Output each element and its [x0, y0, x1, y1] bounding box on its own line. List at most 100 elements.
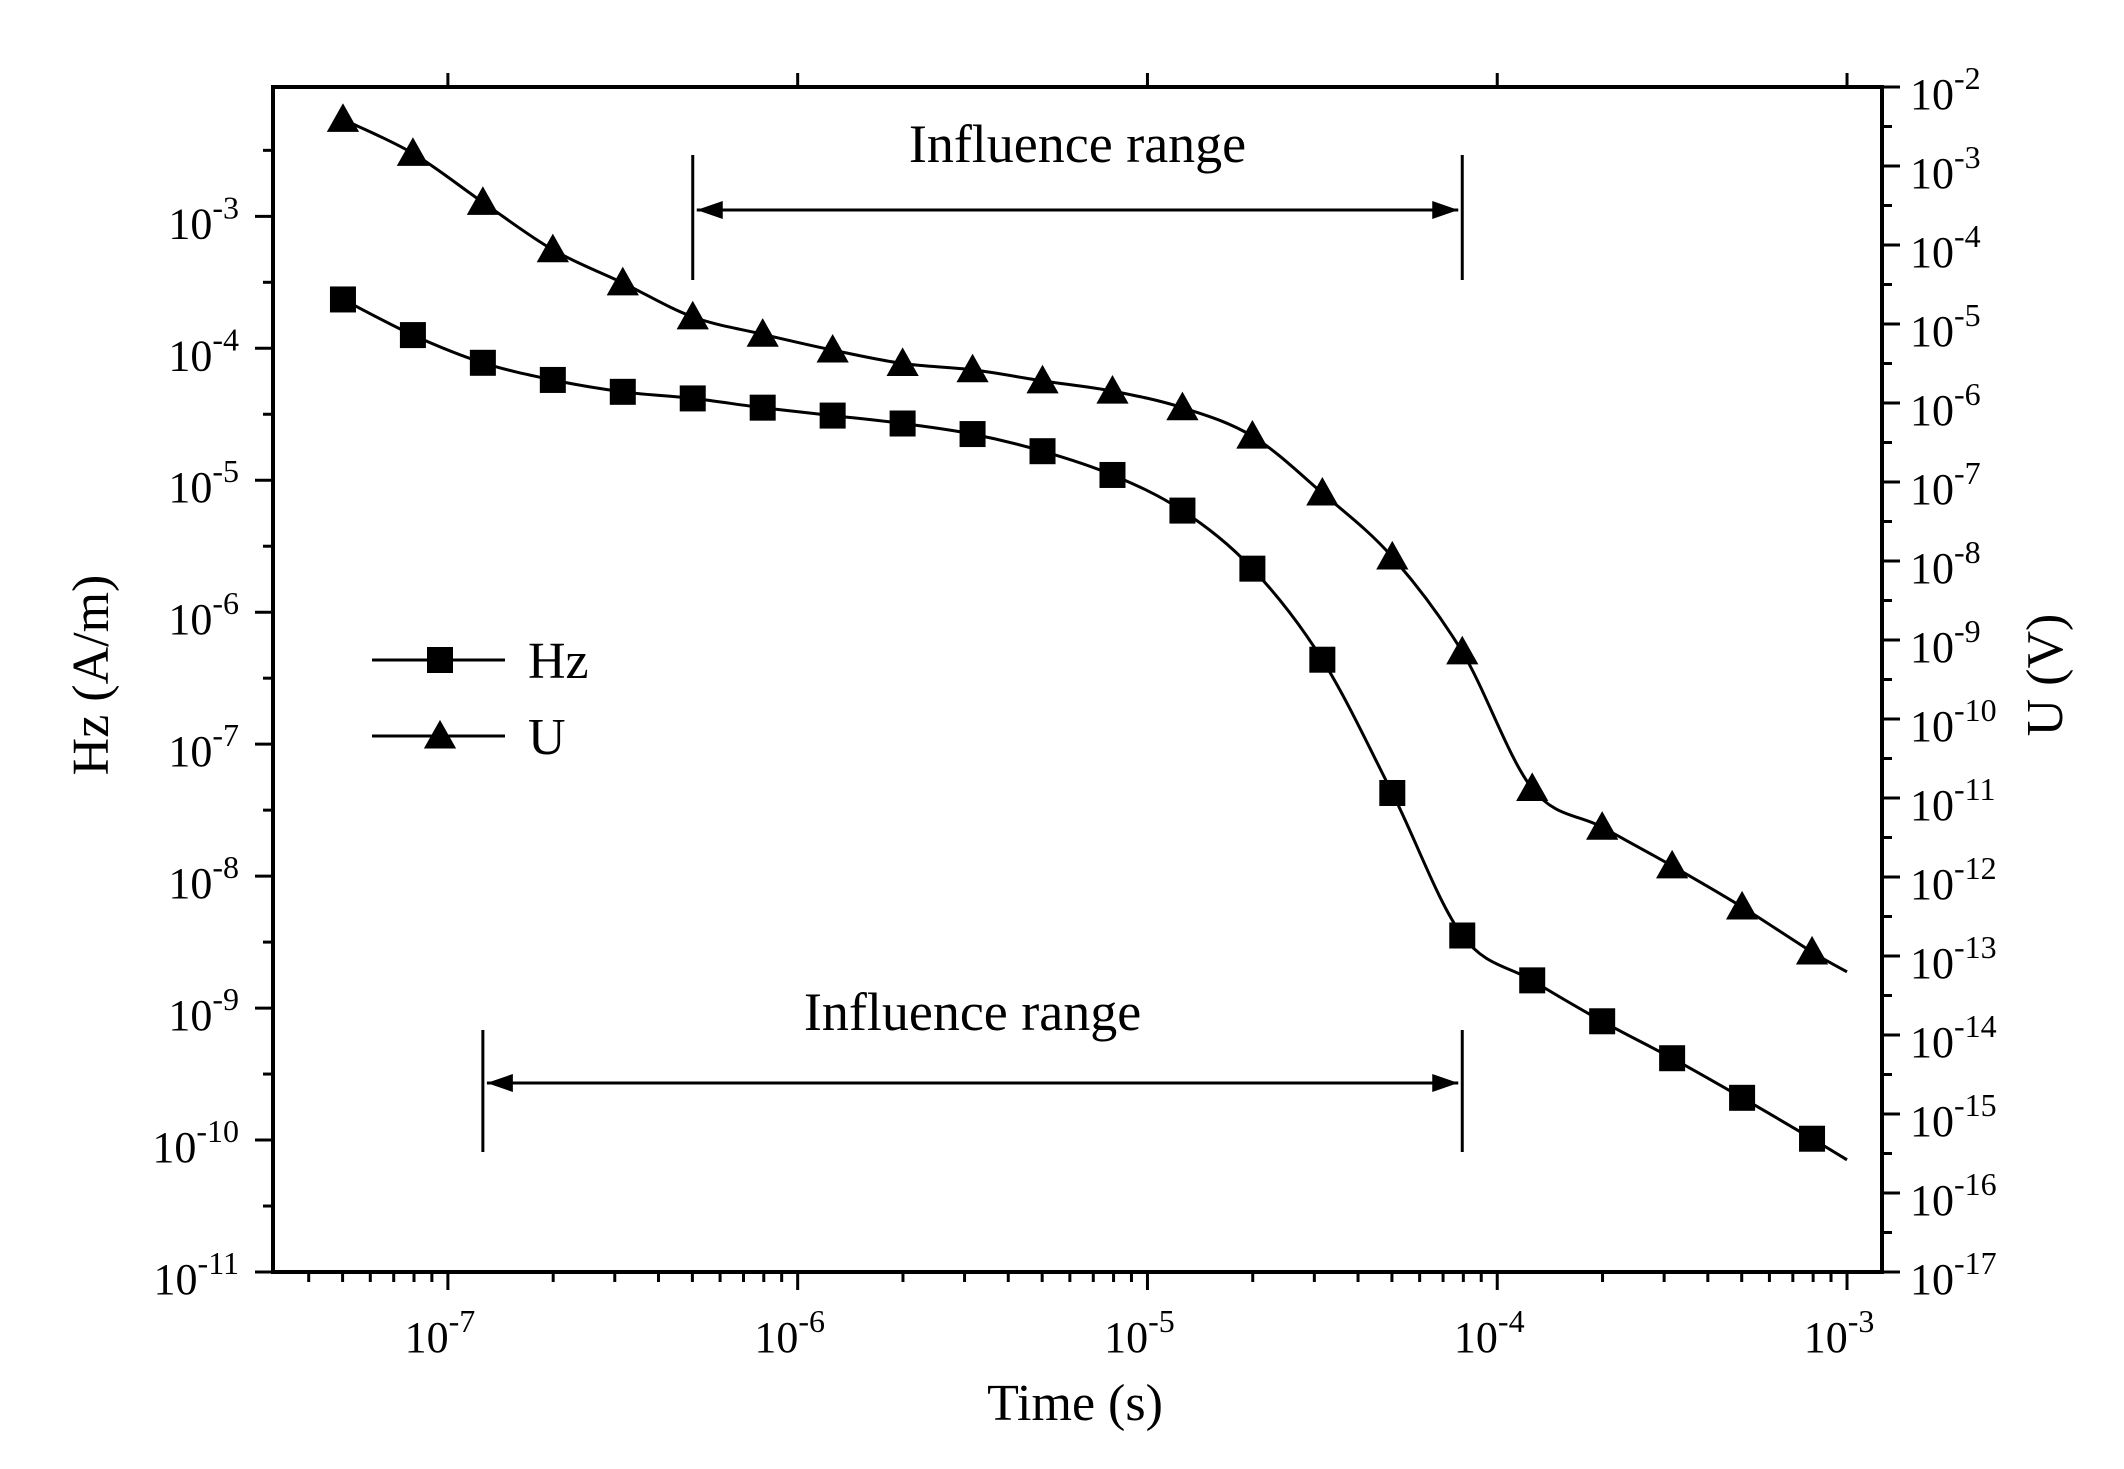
- data-point-hz: [329, 286, 356, 313]
- influence-range-label: Influence range: [804, 982, 1141, 1042]
- y-tick-label: 10-3: [168, 189, 239, 248]
- y2-tick-label: 10-4: [1910, 218, 1981, 277]
- data-point-u: [1166, 391, 1199, 421]
- y2-tick-label-base: 10: [1910, 228, 1954, 277]
- y-tick-label-exponent: -11: [198, 1245, 239, 1281]
- y2-tick-label: 10-6: [1910, 376, 1981, 435]
- data-point-u: [396, 137, 430, 166]
- y-tick-label-exponent: -7: [212, 717, 239, 753]
- y-tick-label: 10-4: [168, 321, 239, 380]
- y2-tick-label-exponent: -5: [1954, 297, 1981, 333]
- data-point-hz: [1659, 1045, 1686, 1072]
- x-tick-label-exponent: -7: [449, 1303, 476, 1339]
- data-point-u: [956, 353, 989, 383]
- data-point-hz: [959, 421, 986, 448]
- y2-tick-label-base: 10: [1910, 465, 1954, 514]
- y2-tick-label-exponent: -10: [1954, 692, 1997, 728]
- y-tick-label-exponent: -5: [212, 453, 239, 489]
- y-tick-label-base: 10: [154, 1255, 198, 1304]
- range-arrowhead-left: [696, 201, 723, 219]
- x-tick-label-base: 10: [1104, 1313, 1148, 1362]
- data-point-hz: [399, 322, 426, 349]
- data-point-u: [466, 186, 499, 215]
- data-point-hz: [1239, 555, 1266, 582]
- x-tick-label-exponent: -3: [1848, 1303, 1875, 1339]
- y-tick-label: 10-7: [168, 717, 239, 776]
- legend-label: U: [528, 709, 566, 766]
- data-point-hz: [539, 366, 566, 393]
- y-tick-label-base: 10: [168, 727, 212, 776]
- data-point-hz: [1029, 438, 1056, 465]
- y2-tick-label: 10-9: [1910, 613, 1981, 672]
- x-tick-label-base: 10: [1804, 1313, 1848, 1362]
- y2-axis-title: U (V): [2017, 614, 2074, 737]
- y2-tick-label: 10-14: [1910, 1008, 1997, 1067]
- y2-tick-label: 10-2: [1910, 60, 1981, 119]
- influence-range-label: Influence range: [909, 114, 1246, 174]
- x-tick-label-base: 10: [405, 1313, 449, 1362]
- y2-tick-label: 10-5: [1910, 297, 1981, 356]
- data-point-u: [1376, 540, 1409, 570]
- data-point-hz: [609, 378, 636, 405]
- y-tick-label-base: 10: [168, 199, 212, 248]
- series-hz: [329, 286, 1848, 1162]
- data-point-hz: [1169, 497, 1196, 524]
- y-tick-label-base: 10: [152, 1123, 196, 1172]
- y-tick-label-exponent: -4: [212, 321, 239, 357]
- data-point-u: [816, 333, 849, 363]
- plot-border: [271, 85, 1884, 1274]
- y2-tick-label-exponent: -8: [1954, 534, 1981, 570]
- y-tick-label: 10-10: [152, 1113, 239, 1172]
- y-tick-label: 10-5: [168, 453, 239, 512]
- y2-tick-label-exponent: -7: [1954, 455, 1981, 491]
- data-point-hz: [469, 349, 496, 376]
- y-tick-label-base: 10: [168, 331, 212, 380]
- y-axis-title: Hz (A/m): [63, 575, 120, 776]
- y2-tick-label-base: 10: [1910, 1097, 1954, 1146]
- range-arrowhead-right: [1432, 201, 1459, 219]
- data-point-u: [746, 318, 779, 347]
- y-tick-label-base: 10: [168, 859, 212, 908]
- x-tick-label: 10-4: [1454, 1303, 1525, 1362]
- y2-tick-label-exponent: -15: [1954, 1087, 1997, 1123]
- data-point-hz: [1589, 1008, 1616, 1035]
- x-tick-label-exponent: -6: [798, 1303, 825, 1339]
- y-tick-label-exponent: -9: [212, 981, 239, 1017]
- y2-tick-label-exponent: -2: [1954, 60, 1981, 96]
- y2-tick-label-exponent: -14: [1954, 1008, 1997, 1044]
- data-point-u: [1236, 420, 1269, 449]
- y2-tick-label: 10-13: [1910, 929, 1997, 988]
- legend-entry-hz: Hz: [372, 633, 589, 690]
- y-tick-label: 10-6: [168, 585, 239, 644]
- data-point-u: [1656, 849, 1689, 879]
- y2-tick-label-base: 10: [1910, 1176, 1954, 1225]
- data-point-u: [1026, 364, 1059, 394]
- series-line-u: [342, 118, 1848, 974]
- y2-tick-label-base: 10: [1910, 781, 1954, 830]
- data-point-hz: [1449, 922, 1476, 949]
- y2-tick-label: 10-16: [1910, 1166, 1997, 1225]
- y2-tick-label-base: 10: [1910, 623, 1954, 672]
- data-point-u: [1446, 635, 1479, 665]
- x-axis-title: Time (s): [987, 1375, 1163, 1432]
- y-tick-label-exponent: -6: [212, 585, 239, 621]
- x-tick-label: 10-7: [405, 1303, 476, 1362]
- y-tick-label-base: 10: [168, 595, 212, 644]
- y2-tick-label-exponent: -9: [1954, 613, 1981, 649]
- y2-tick-label-base: 10: [1910, 544, 1954, 593]
- data-point-u: [1306, 476, 1339, 506]
- legend: Hz U: [372, 633, 589, 766]
- y2-tick-label: 10-15: [1910, 1087, 1997, 1146]
- data-point-hz: [819, 402, 846, 429]
- x-tick-label: 10-5: [1104, 1303, 1175, 1362]
- data-point-hz: [1729, 1084, 1756, 1111]
- data-point-hz: [889, 410, 916, 437]
- data-point-u: [886, 347, 919, 376]
- y-tick-label-exponent: -3: [212, 189, 239, 225]
- legend-marker-hz: [427, 647, 453, 673]
- y2-tick-label-base: 10: [1910, 939, 1954, 988]
- series-u: [326, 103, 1848, 974]
- range-arrowhead-left: [486, 1074, 513, 1092]
